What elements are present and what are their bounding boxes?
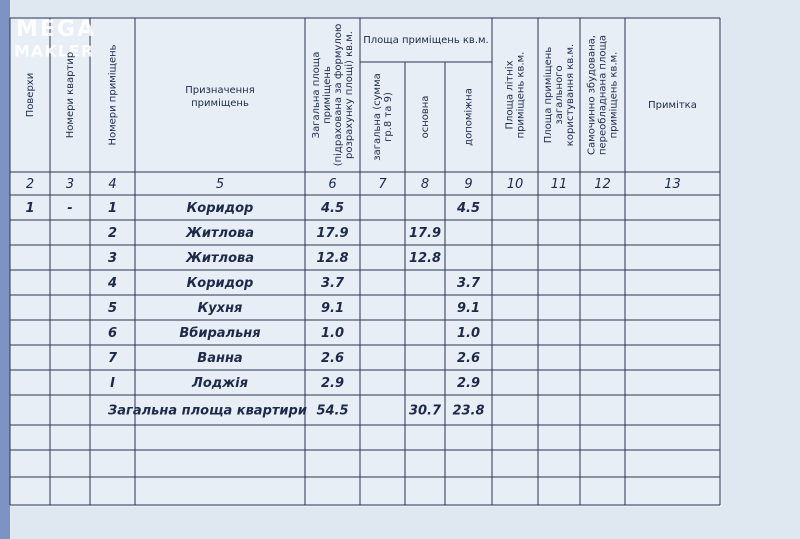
cell-total: 2.6: [321, 351, 344, 366]
cell-room: 1: [108, 201, 117, 216]
summary-total: 54.5: [316, 404, 348, 419]
column-number: 7: [378, 177, 387, 192]
column-header: Призначення: [185, 85, 255, 96]
watermark: MEGA: [16, 17, 96, 42]
column-number: 12: [594, 177, 611, 192]
column-header: гр.8 та 9): [383, 92, 394, 142]
cell-room: 5: [108, 301, 117, 316]
column-number: 6: [328, 177, 336, 192]
cell-room: І: [110, 376, 115, 391]
cell-name: Коридор: [187, 276, 254, 291]
cell-total: 1.0: [321, 326, 344, 341]
column-header: загальна (сумма: [372, 73, 383, 161]
cell-total: 17.9: [316, 226, 348, 241]
column-number: 5: [216, 177, 224, 192]
cell-name: Житлова: [185, 226, 254, 241]
column-number: 4: [108, 177, 116, 192]
column-header: основна: [420, 96, 431, 139]
column-header: приміщень кв.м.: [608, 52, 620, 139]
column-header: (підрахована за формулою: [332, 24, 344, 167]
cell-room: 2: [108, 226, 117, 241]
cell-room: 3: [108, 251, 117, 266]
cell-room: 6: [108, 326, 117, 341]
summary-main: 30.7: [409, 404, 442, 419]
cell-apartment: -: [67, 201, 72, 216]
cell-total: 9.1: [321, 301, 344, 316]
column-number: 9: [464, 177, 472, 192]
cell-aux: 9.1: [457, 301, 480, 316]
cell-total: 12.8: [316, 251, 348, 266]
summary-label: Загальна площа квартири: [108, 404, 307, 419]
cell-aux: 2.9: [457, 376, 480, 391]
group-header: Площа приміщень кв.м.: [363, 34, 488, 46]
column-number: 8: [421, 177, 429, 192]
cell-main: 17.9: [409, 226, 441, 241]
column-header: Площа літніх: [504, 60, 516, 129]
column-header: Примітка: [648, 99, 697, 111]
column-header: Поверхи: [25, 73, 36, 117]
cell-aux: 3.7: [457, 276, 481, 291]
column-header: користування кв.м.: [565, 44, 576, 146]
cell-total: 2.9: [321, 376, 344, 391]
column-header: розрахунку площі) кв.м.: [343, 31, 355, 159]
column-header: приміщень: [321, 66, 333, 124]
column-header: Самочинно збудована,: [587, 35, 598, 155]
column-header: допоміжна: [463, 88, 475, 146]
column-number: 2: [26, 177, 34, 192]
cell-room: 4: [107, 276, 117, 291]
summary-aux: 23.8: [452, 404, 484, 419]
column-header: Номери приміщень: [107, 44, 119, 145]
column-number: 13: [664, 177, 681, 192]
cell-name: Лоджія: [191, 376, 248, 391]
cell-name: Коридор: [187, 201, 254, 216]
column-header: приміщень: [191, 97, 249, 109]
cell-total: 3.7: [321, 276, 345, 291]
cell-name: Кухня: [198, 301, 243, 316]
cell-aux: 4.5: [456, 201, 480, 216]
column-number: 10: [507, 177, 524, 192]
column-header: приміщень кв.м.: [515, 52, 527, 139]
cell-room: 7: [108, 351, 118, 366]
cell-main: 12.8: [409, 251, 441, 266]
cell-total: 4.5: [320, 201, 344, 216]
column-header: переобладнана площа: [598, 35, 609, 155]
watermark: MAKLER: [14, 42, 94, 61]
cell-aux: 2.6: [457, 351, 480, 366]
cell-name: Житлова: [185, 251, 254, 266]
column-number: 11: [551, 177, 568, 192]
column-header: загального: [554, 65, 565, 124]
column-number: 3: [66, 177, 74, 192]
cell-floor: 1: [25, 201, 34, 216]
column-header: Номери квартир: [65, 52, 76, 138]
cell-aux: 1.0: [457, 326, 480, 341]
left-strip: [0, 0, 10, 539]
column-header: Площа приміщень: [542, 47, 554, 144]
column-header: Загальна площа: [311, 52, 322, 139]
cell-name: Вбиральня: [179, 326, 260, 341]
cell-name: Ванна: [197, 351, 242, 366]
